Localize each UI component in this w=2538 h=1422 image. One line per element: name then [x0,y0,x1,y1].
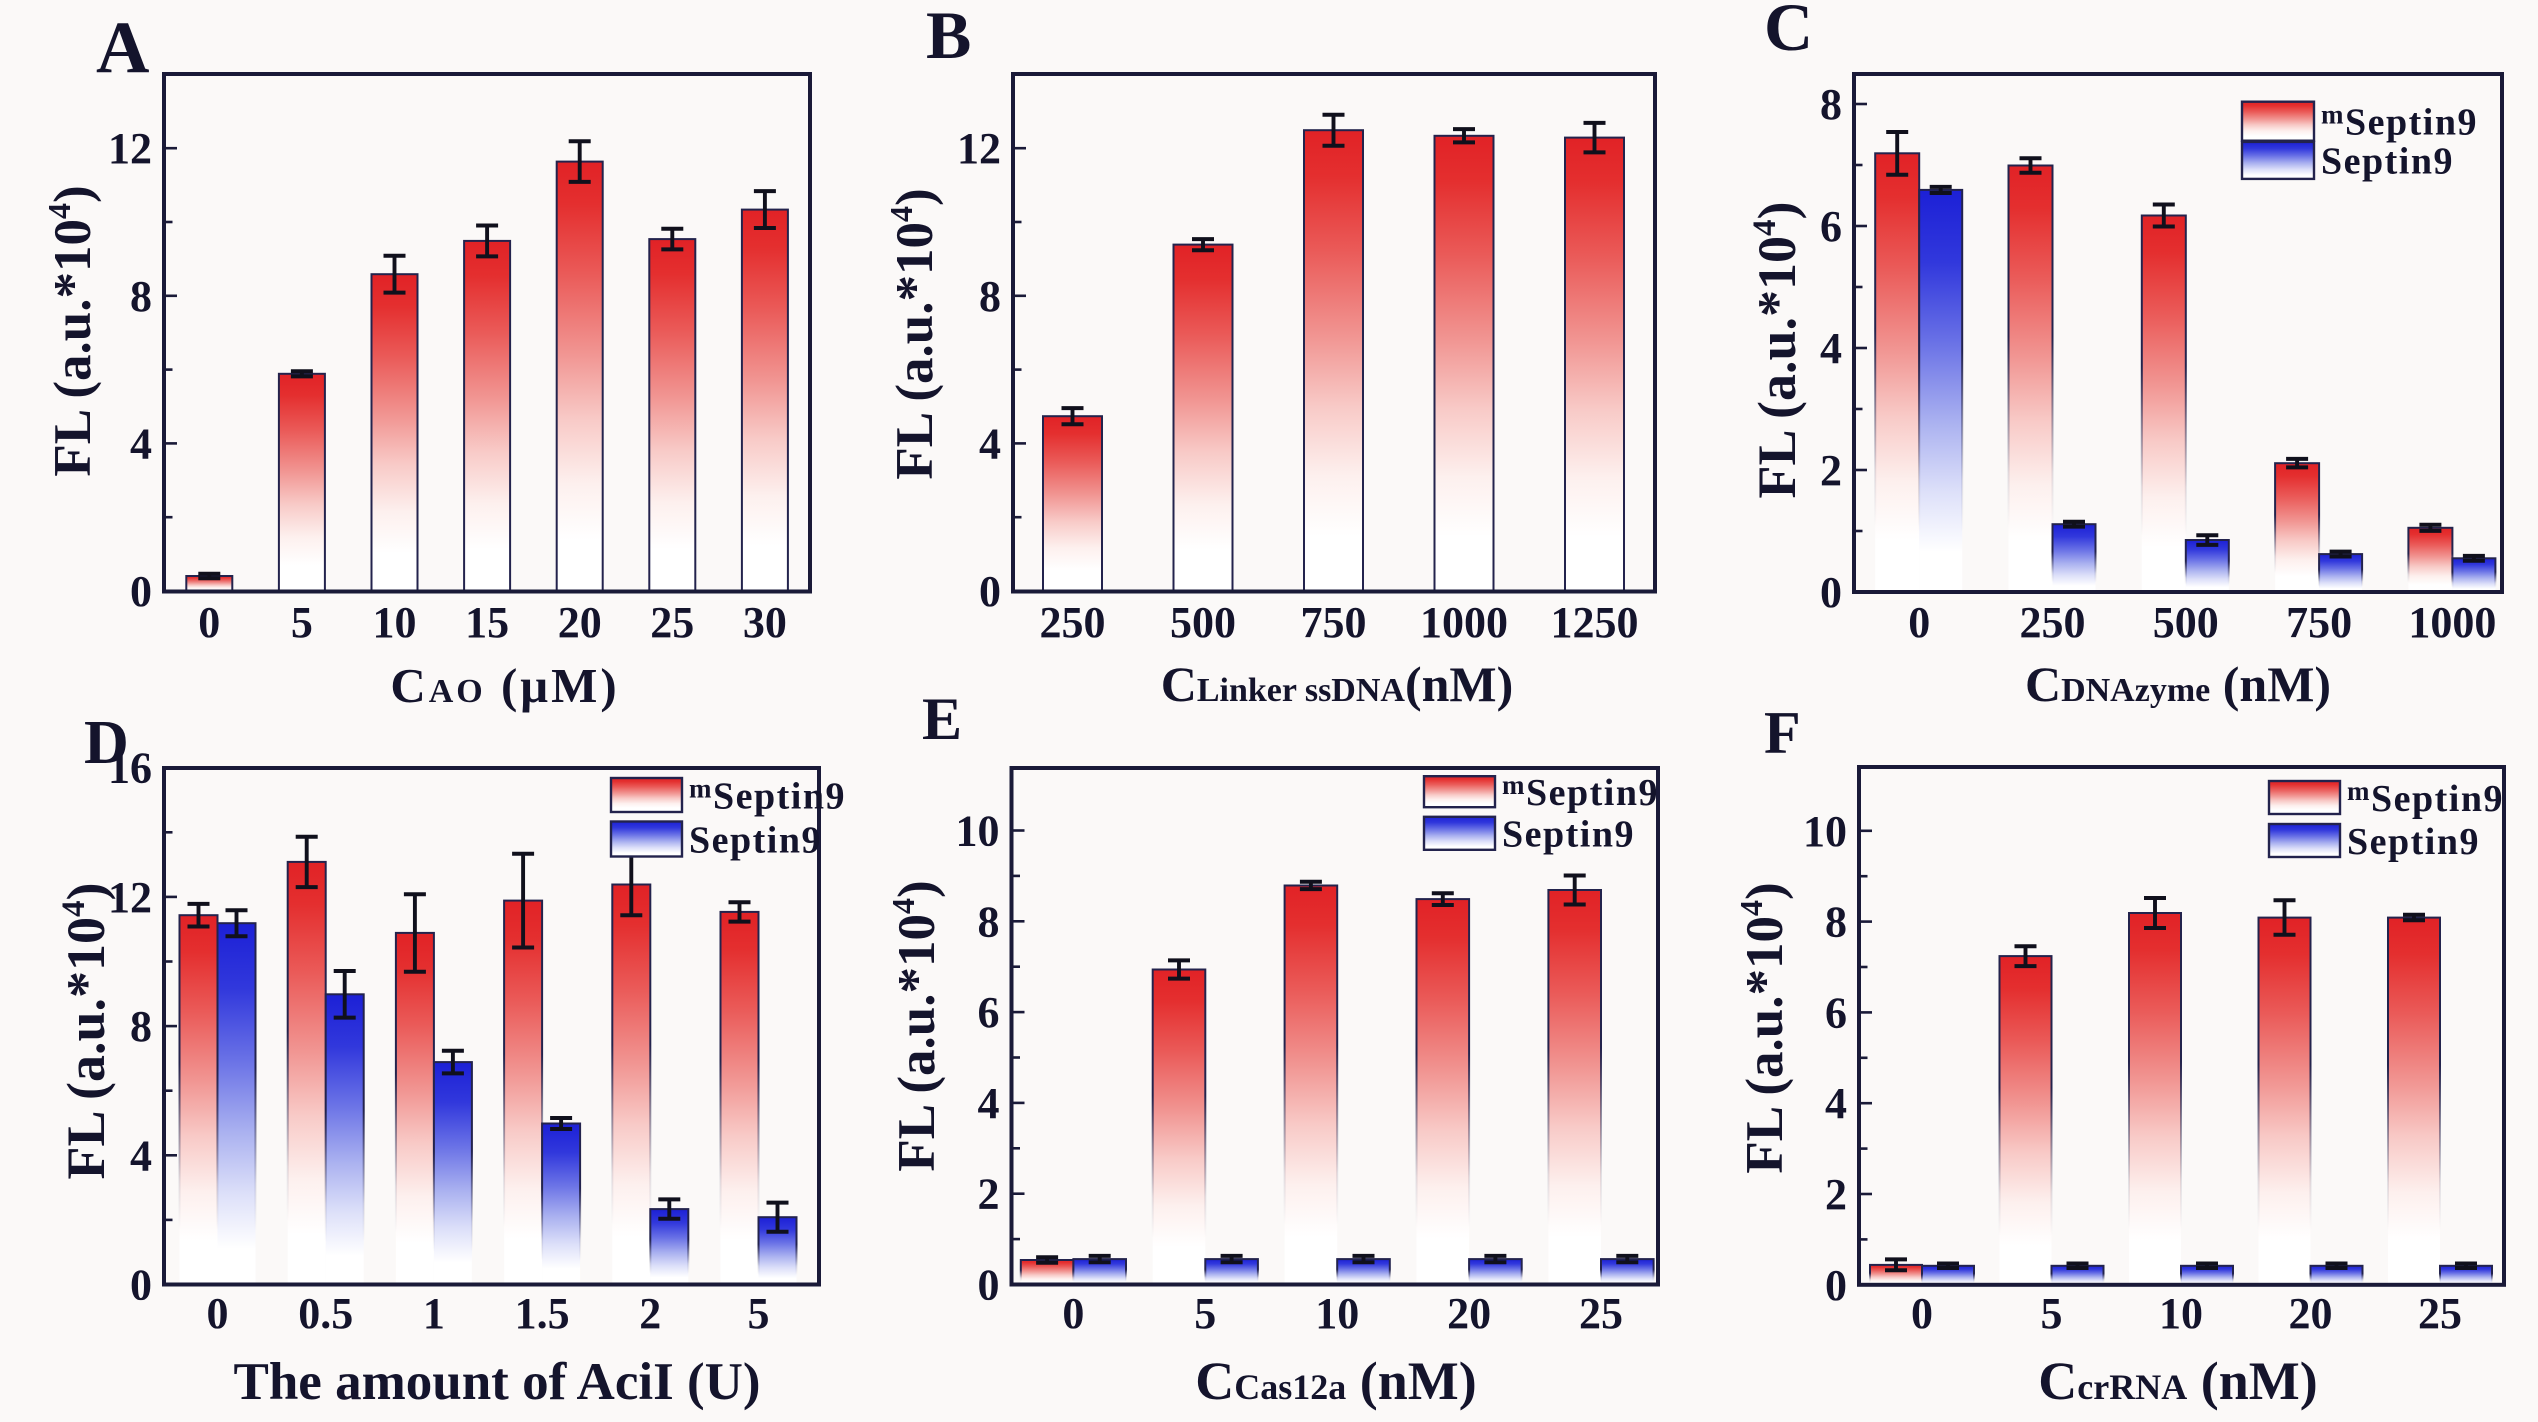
svg-text:0: 0 [979,567,1001,616]
svg-text:8: 8 [130,1002,152,1051]
svg-text:FL (a.u.*104): FL (a.u.*104) [883,188,944,479]
svg-text:5: 5 [748,1289,770,1338]
svg-text:8: 8 [1825,898,1847,947]
svg-text:FL (a.u.*104): FL (a.u.*104) [56,882,116,1179]
svg-text:25: 25 [1579,1289,1623,1338]
svg-text:0.5: 0.5 [298,1289,353,1338]
svg-text:4: 4 [130,1131,152,1180]
svg-text:0: 0 [207,1289,229,1338]
svg-text:500: 500 [2153,598,2219,647]
svg-text:10: 10 [1803,807,1847,856]
svg-text:mSeptin9: mSeptin9 [1502,770,1659,814]
svg-text:6: 6 [1825,988,1847,1037]
svg-text:2: 2 [639,1289,661,1338]
svg-text:2: 2 [1825,1170,1847,1219]
svg-text:mSeptin9: mSeptin9 [2347,776,2504,820]
svg-text:F: F [1764,700,1801,766]
svg-text:500: 500 [1170,598,1236,647]
svg-text:15: 15 [465,598,509,647]
svg-text:0: 0 [1062,1289,1084,1338]
svg-text:8: 8 [1820,80,1842,129]
svg-text:CAO (μM): CAO (μM) [390,658,619,713]
svg-text:5: 5 [2041,1289,2063,1338]
svg-text:mSeptin9: mSeptin9 [689,773,846,817]
svg-text:10: 10 [956,807,1000,856]
svg-text:0: 0 [130,567,152,616]
svg-text:30: 30 [743,598,787,647]
svg-text:250: 250 [1040,598,1106,647]
svg-text:20: 20 [558,598,602,647]
svg-text:20: 20 [2289,1289,2333,1338]
svg-text:10: 10 [1315,1289,1359,1338]
svg-text:FL (a.u.*104): FL (a.u.*104) [1733,882,1794,1173]
svg-text:1.5: 1.5 [515,1289,570,1338]
svg-text:4: 4 [978,1079,1000,1128]
svg-text:1000: 1000 [1420,598,1508,647]
svg-text:8: 8 [978,897,1000,946]
svg-text:B: B [926,0,971,73]
svg-text:FL (a.u.*104): FL (a.u.*104) [885,880,946,1171]
svg-text:2: 2 [978,1170,1000,1219]
svg-text:12: 12 [108,873,152,922]
svg-text:25: 25 [2418,1289,2462,1338]
svg-text:5: 5 [291,598,313,647]
svg-text:4: 4 [1820,324,1842,373]
svg-text:8: 8 [979,272,1001,321]
svg-text:6: 6 [978,988,1000,1037]
svg-text:1: 1 [423,1289,445,1338]
svg-text:4: 4 [130,419,152,468]
svg-text:16: 16 [108,744,152,793]
svg-text:0: 0 [1825,1261,1847,1310]
svg-text:0: 0 [1908,598,1930,647]
svg-text:750: 750 [2286,598,2352,647]
svg-text:10: 10 [373,598,417,647]
svg-text:2: 2 [1820,446,1842,495]
svg-text:0: 0 [978,1261,1000,1310]
svg-text:mSeptin9: mSeptin9 [2321,100,2478,144]
svg-text:C: C [1764,0,1813,65]
svg-text:0: 0 [130,1261,152,1310]
svg-text:8: 8 [130,272,152,321]
svg-text:FL (a.u.*104): FL (a.u.*104) [1747,201,1807,498]
svg-text:5: 5 [1194,1289,1216,1338]
svg-text:0: 0 [1820,568,1842,617]
svg-text:1000: 1000 [2408,598,2496,647]
svg-text:25: 25 [650,598,694,647]
svg-text:Septin9: Septin9 [2321,141,2454,183]
svg-text:Septin9: Septin9 [2347,821,2480,863]
svg-text:1250: 1250 [1551,598,1639,647]
svg-text:250: 250 [2020,598,2086,647]
svg-text:Septin9: Septin9 [689,819,822,861]
svg-text:D: D [84,709,129,777]
svg-text:12: 12 [108,124,152,173]
svg-text:E: E [922,686,962,752]
svg-text:4: 4 [979,419,1001,468]
svg-text:0: 0 [1911,1289,1933,1338]
svg-text:4: 4 [1825,1079,1847,1128]
svg-text:6: 6 [1820,202,1842,251]
svg-text:The amount of AciI (U): The amount of AciI (U) [233,1353,760,1411]
svg-text:FL (a.u.*104): FL (a.u.*104) [41,185,102,476]
svg-text:A: A [96,7,149,89]
svg-text:20: 20 [1447,1289,1491,1338]
svg-text:10: 10 [2159,1289,2203,1338]
svg-text:0: 0 [198,598,220,647]
svg-text:12: 12 [957,124,1001,173]
svg-text:Septin9: Septin9 [1502,814,1635,856]
svg-text:750: 750 [1301,598,1367,647]
